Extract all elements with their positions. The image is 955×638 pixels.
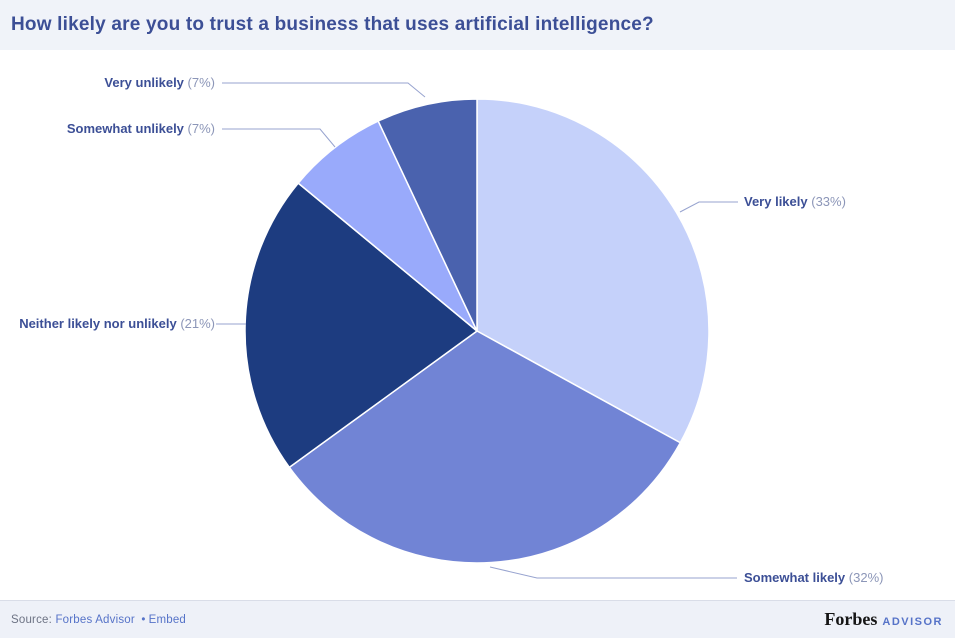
- source-line: Source: Forbes Advisor • Embed: [11, 614, 186, 626]
- forbes-advisor-logo: Forbes ADVISOR: [824, 609, 943, 630]
- slice-label-name: Neither likely nor unlikely: [19, 316, 177, 331]
- slice-label-neither-likely-nor-unlikely: Neither likely nor unlikely (21%): [19, 315, 215, 332]
- source-prefix: Source:: [11, 613, 56, 626]
- source-link[interactable]: Forbes Advisor: [55, 613, 139, 626]
- pie-chart-svg: [216, 82, 738, 579]
- slice-label-pct: (33%): [811, 194, 846, 209]
- leader-line: [222, 128, 336, 148]
- header-band: How likely are you to trust a business t…: [0, 0, 955, 50]
- embed-link[interactable]: Embed: [148, 613, 187, 626]
- pie-slice-very-likely[interactable]: [476, 98, 710, 444]
- pie-slice-very-unlikely[interactable]: [377, 98, 478, 332]
- slice-label-somewhat-unlikely: Somewhat unlikely (7%): [67, 120, 215, 137]
- leader-line: [489, 566, 737, 579]
- slice-label-name: Very unlikely: [104, 75, 184, 90]
- slice-label-name: Somewhat likely: [744, 570, 846, 585]
- pie-chart: Very likely (33%) Somewhat likely (32%) …: [0, 50, 955, 600]
- slice-label-somewhat-likely: Somewhat likely (32%): [744, 569, 883, 586]
- pie-slice-somewhat-unlikely[interactable]: [297, 120, 478, 332]
- leader-line: [679, 201, 738, 213]
- advisor-wordmark: ADVISOR: [882, 616, 943, 628]
- forbes-wordmark: Forbes: [824, 609, 878, 629]
- slice-label-name: Very likely: [744, 194, 808, 209]
- leader-line: [222, 82, 426, 98]
- slice-label-pct: (7%): [187, 121, 215, 136]
- slice-label-pct: (21%): [180, 316, 215, 331]
- footer-band: Source: Forbes Advisor • Embed Forbes ADV…: [0, 600, 955, 638]
- slice-label-pct: (32%): [848, 570, 884, 585]
- slice-label-name: Somewhat unlikely: [66, 121, 184, 136]
- slice-label-very-unlikely: Very unlikely (7%): [104, 74, 215, 91]
- slice-label-pct: (7%): [187, 75, 215, 90]
- pie-slice-somewhat-likely[interactable]: [288, 330, 682, 564]
- page-title: How likely are you to trust a business t…: [11, 14, 654, 35]
- slice-label-very-likely: Very likely (33%): [744, 193, 846, 210]
- source-separator: •: [141, 613, 146, 626]
